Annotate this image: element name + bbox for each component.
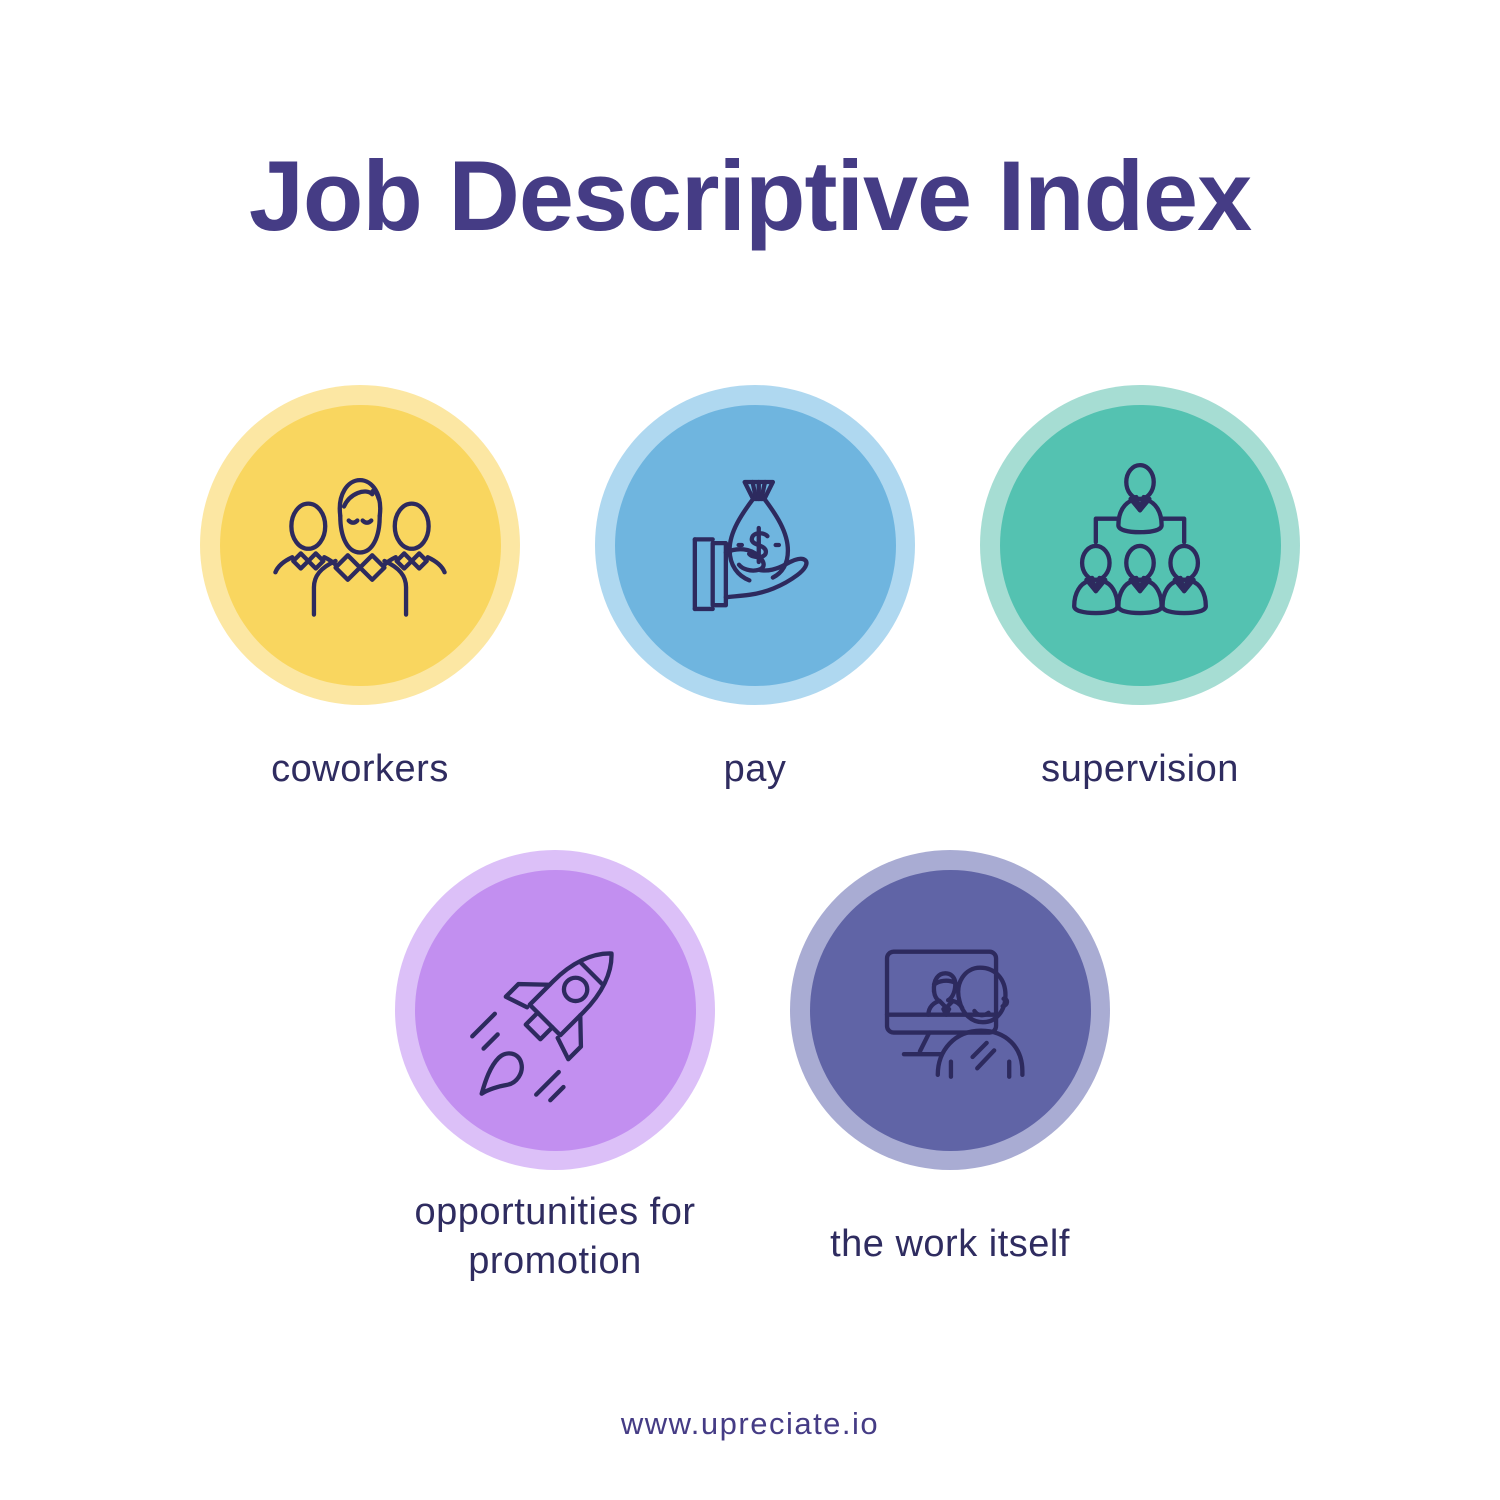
circle-disc <box>614 404 896 686</box>
person-at-computer-icon <box>884 949 1025 1079</box>
jdi-item-the-work-itself: the work itself <box>790 850 1110 1269</box>
item-label: supervision <box>1041 748 1239 790</box>
item-label: the work itself <box>830 1223 1070 1265</box>
jdi-item-coworkers: coworkers <box>200 385 520 794</box>
item-label: pay <box>723 748 787 790</box>
circle-ring <box>980 385 1300 705</box>
jdi-item-supervision: supervision <box>980 385 1300 794</box>
coworkers-icon <box>273 477 447 617</box>
page-title: Job Descriptive Index <box>248 140 1252 251</box>
rocket-icon <box>470 951 614 1103</box>
circle-disc <box>809 869 1091 1151</box>
item-label: opportunities for promotion <box>414 1191 696 1282</box>
website-url: www.upreciate.io <box>620 1406 880 1441</box>
jdi-item-pay: pay <box>595 385 915 794</box>
circle-ring <box>200 385 520 705</box>
item-label: coworkers <box>271 748 449 790</box>
circle-ring <box>595 385 915 705</box>
circle-disc <box>999 404 1281 686</box>
org-chart-icon <box>1046 451 1234 639</box>
circle-disc <box>414 869 696 1151</box>
money-hand-icon <box>692 479 809 612</box>
circle-ring <box>395 850 715 1170</box>
circle-disc <box>219 404 501 686</box>
jdi-item-opportunities-for-promotion: opportunities for promotion <box>395 850 715 1285</box>
circle-ring <box>790 850 1110 1170</box>
